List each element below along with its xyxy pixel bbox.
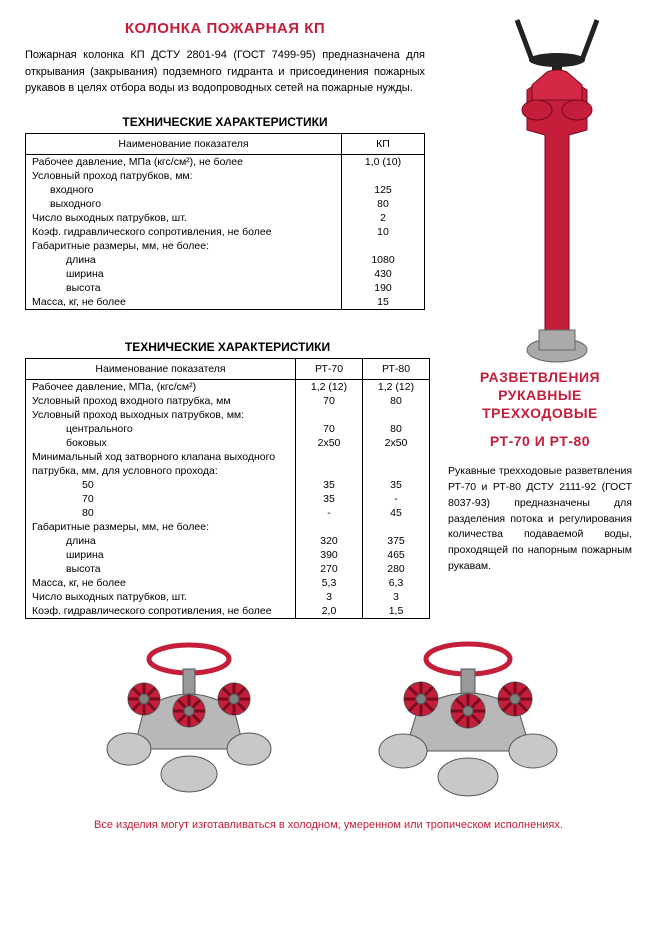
row-value-1 <box>296 408 363 422</box>
row-name: высота <box>26 281 342 295</box>
table-title-kp: ТЕХНИЧЕСКИЕ ХАРАКТЕРИСТИКИ <box>25 115 425 129</box>
row-name: Коэф. гидравлического сопротивления, не … <box>26 604 296 619</box>
row-name: Габаритные размеры, мм, не более: <box>26 239 342 253</box>
row-name: Рабочее давление, МПа, (кгс/см²) <box>26 379 296 394</box>
row-value: 430 <box>342 267 425 281</box>
section-rt: ТЕХНИЧЕСКИЕ ХАРАКТЕРИСТИКИ Наименование … <box>25 340 632 619</box>
row-name: Масса, кг, не более <box>26 576 296 590</box>
row-name: ширина <box>26 267 342 281</box>
row-name: Коэф. гидравлического сопротивления, не … <box>26 225 342 239</box>
row-value-2 <box>363 450 430 464</box>
col-name: Наименование показателя <box>26 133 342 154</box>
row-value: 190 <box>342 281 425 295</box>
row-name: Габаритные размеры, мм, не более: <box>26 520 296 534</box>
row-value-2: 45 <box>363 506 430 520</box>
desc-rt: Рукавные трехходовые разветвления РТ-70 … <box>448 464 632 574</box>
row-name: длина <box>26 253 342 267</box>
section-kp: КОЛОНКА ПОЖАРНАЯ КП Пожарная колонка КП … <box>25 20 632 310</box>
row-name: патрубка, мм, для условного прохода: <box>26 464 296 478</box>
row-name: Число выходных патрубков, шт. <box>26 590 296 604</box>
row-value-1: 320 <box>296 534 363 548</box>
row-name: 80 <box>26 506 296 520</box>
row-name: высота <box>26 562 296 576</box>
row-name: Масса, кг, не более <box>26 295 342 310</box>
col-rt70: РТ-70 <box>296 358 363 379</box>
row-value-1: 270 <box>296 562 363 576</box>
col-name: Наименование показателя <box>26 358 296 379</box>
col-rt80: РТ-80 <box>363 358 430 379</box>
branch-image-1 <box>74 629 304 799</box>
row-value-2: 1,2 (12) <box>363 379 430 394</box>
row-value-2: 465 <box>363 548 430 562</box>
title-kp: КОЛОНКА ПОЖАРНАЯ КП <box>25 20 425 37</box>
row-value-1: 70 <box>296 422 363 436</box>
row-value-1: - <box>296 506 363 520</box>
row-value-2: 375 <box>363 534 430 548</box>
branch-image-2 <box>353 629 583 799</box>
row-value: 80 <box>342 197 425 211</box>
row-value: 15 <box>342 295 425 310</box>
row-value-1: 35 <box>296 478 363 492</box>
row-value-1: 2х50 <box>296 436 363 450</box>
row-name: Условный проход входного патрубка, мм <box>26 394 296 408</box>
row-value-1: 390 <box>296 548 363 562</box>
row-name: боковых <box>26 436 296 450</box>
row-value-2: 2х50 <box>363 436 430 450</box>
row-value-1: 3 <box>296 590 363 604</box>
row-value <box>342 169 425 183</box>
branch-images <box>25 629 632 799</box>
row-value-2: 80 <box>363 394 430 408</box>
hydrant-image <box>487 10 627 380</box>
table-title-rt: ТЕХНИЧЕСКИЕ ХАРАКТЕРИСТИКИ <box>25 340 430 354</box>
table-rt: Наименование показателя РТ-70 РТ-80 Рабо… <box>25 358 430 619</box>
row-name: входного <box>26 183 342 197</box>
subtitle-rt: РТ-70 И РТ-80 <box>448 432 632 450</box>
row-name: Условный проход выходных патрубков, мм: <box>26 408 296 422</box>
row-name: длина <box>26 534 296 548</box>
row-name: Условный проход патрубков, мм: <box>26 169 342 183</box>
row-value-2: - <box>363 492 430 506</box>
col-kp: КП <box>342 133 425 154</box>
row-value-1: 1,2 (12) <box>296 379 363 394</box>
row-value-1 <box>296 450 363 464</box>
table-kp: Наименование показателя КП Рабочее давле… <box>25 133 425 310</box>
row-value-2: 35 <box>363 478 430 492</box>
row-value-1: 70 <box>296 394 363 408</box>
row-value: 1080 <box>342 253 425 267</box>
row-name: Число выходных патрубков, шт. <box>26 211 342 225</box>
row-value-2 <box>363 520 430 534</box>
row-value-1 <box>296 520 363 534</box>
row-name: 70 <box>26 492 296 506</box>
row-value: 1,0 (10) <box>342 154 425 169</box>
row-value: 2 <box>342 211 425 225</box>
row-value-2 <box>363 408 430 422</box>
row-value-2: 1,5 <box>363 604 430 619</box>
row-value <box>342 239 425 253</box>
row-name: центрального <box>26 422 296 436</box>
row-value-2 <box>363 464 430 478</box>
row-value-1: 5,3 <box>296 576 363 590</box>
row-value-2: 80 <box>363 422 430 436</box>
row-name: Рабочее давление, МПа (кгс/см²), не боле… <box>26 154 342 169</box>
row-name: 50 <box>26 478 296 492</box>
row-value: 125 <box>342 183 425 197</box>
desc-kp: Пожарная колонка КП ДСТУ 2801-94 (ГОСТ 7… <box>25 47 425 97</box>
footer-note: Все изделия могут изготавливаться в холо… <box>25 819 632 831</box>
row-value-2: 3 <box>363 590 430 604</box>
row-value-2: 280 <box>363 562 430 576</box>
row-value-1: 35 <box>296 492 363 506</box>
row-value: 10 <box>342 225 425 239</box>
row-name: Минимальный ход затворного клапана выход… <box>26 450 296 464</box>
row-value-2: 6,3 <box>363 576 430 590</box>
row-name: выходного <box>26 197 342 211</box>
row-value-1 <box>296 464 363 478</box>
row-value-1: 2,0 <box>296 604 363 619</box>
row-name: ширина <box>26 548 296 562</box>
